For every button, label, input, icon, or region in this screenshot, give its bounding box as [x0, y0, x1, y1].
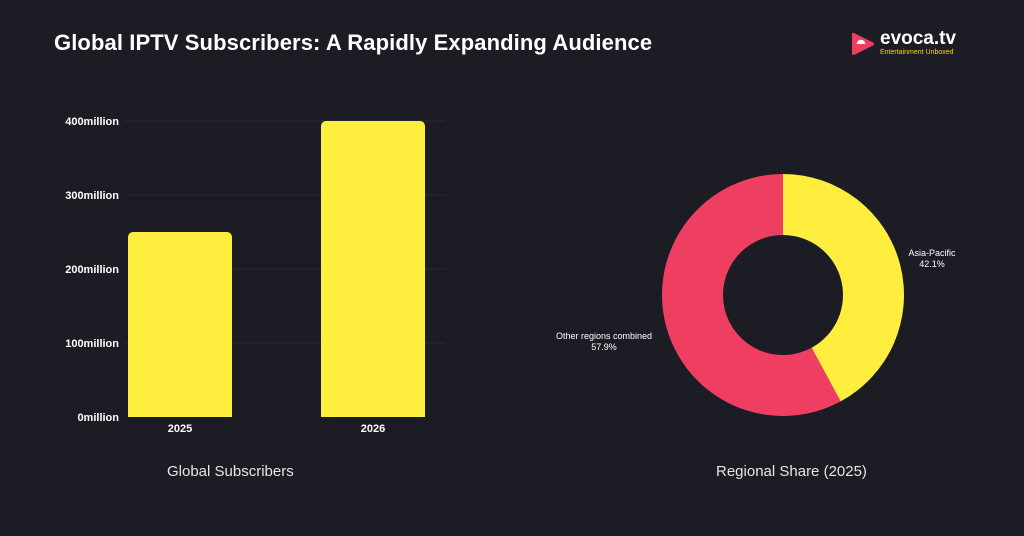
- y-tick-label: 0million: [77, 412, 119, 424]
- bar-chart-caption: Global Subscribers: [167, 463, 294, 480]
- slice-value-label: 57.9%: [591, 342, 617, 352]
- slice-label: Other regions combined: [556, 331, 652, 341]
- y-tick-label: 100million: [65, 338, 119, 350]
- play-triangle-icon: [852, 32, 875, 55]
- x-tick-label: 2026: [361, 423, 385, 435]
- donut-slice: [661, 173, 841, 416]
- chart-title: Global IPTV Subscribers: A Rapidly Expan…: [54, 30, 653, 55]
- bar-base: [321, 411, 425, 417]
- y-tick-label: 200million: [65, 264, 119, 276]
- brand-tagline: Entertainment Unboxed: [880, 49, 954, 56]
- x-tick-label: 2025: [168, 423, 192, 435]
- donut-slice: [783, 174, 904, 402]
- brand-name: evoca.tv: [880, 28, 957, 49]
- y-tick-label: 400million: [65, 116, 119, 128]
- brand-logo[interactable]: evoca.tv Entertainment Unboxed: [850, 28, 970, 62]
- y-tick-label: 300million: [65, 190, 119, 202]
- bar-base: [128, 411, 232, 417]
- slice-label: Asia-Pacific: [908, 248, 956, 258]
- bar: [321, 121, 425, 417]
- bar: [128, 232, 232, 417]
- slice-value-label: 42.1%: [919, 259, 945, 269]
- donut-chart-caption: Regional Share (2025): [716, 463, 867, 480]
